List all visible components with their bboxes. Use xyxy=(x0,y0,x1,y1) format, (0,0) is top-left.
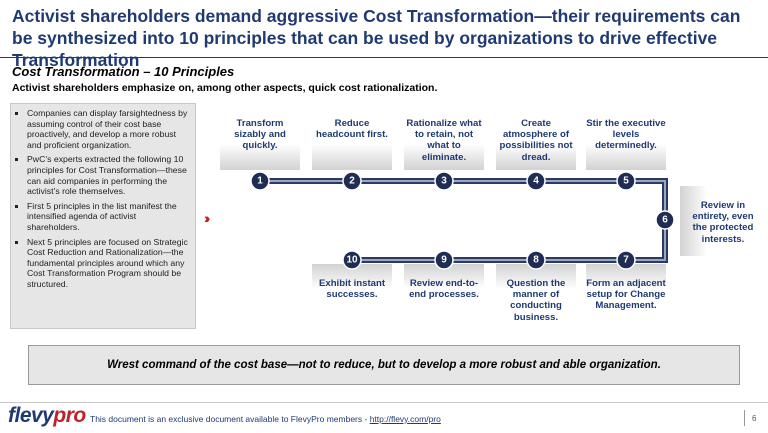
subtitle: Cost Transformation – 10 Principles xyxy=(12,64,235,79)
bullet-list: Companies can display farsightedness by … xyxy=(15,108,189,290)
logo-main: flevy xyxy=(8,404,54,427)
step-number: 9 xyxy=(441,255,447,266)
page-number: 6 xyxy=(752,414,757,423)
bullet: Companies can display farsightedness by … xyxy=(27,108,189,150)
principle-text: Review end-to-end processes. xyxy=(404,264,484,326)
bullet: Next 5 principles are focused on Strateg… xyxy=(27,237,189,290)
principle-text: Reduce headcount first. xyxy=(312,112,392,170)
principle-text: Create atmosphere of possibilities not d… xyxy=(496,112,576,170)
footer-note: This document is an exclusive document a… xyxy=(90,414,370,424)
slide-title: Activist shareholders demand aggressive … xyxy=(12,6,741,70)
step-circle xyxy=(616,171,636,191)
principle-text: Question the manner of conducting busine… xyxy=(496,264,576,326)
step-circle xyxy=(526,250,546,270)
step-circle xyxy=(342,250,362,270)
step-number: 4 xyxy=(533,176,539,187)
principle-text: Stir the executive levels determinedly. xyxy=(586,112,666,170)
logo: flevypro xyxy=(8,404,86,428)
footer-link[interactable]: http://flevy.com/pro xyxy=(369,414,441,424)
bullet: PwC’s experts extracted the following 10… xyxy=(27,154,189,196)
step-number: 8 xyxy=(533,255,539,266)
step-circle xyxy=(434,250,454,270)
footer-rule xyxy=(0,402,768,403)
flow-path xyxy=(260,178,668,263)
step-number: 10 xyxy=(346,255,358,266)
bullet-box: Companies can display farsightedness by … xyxy=(10,103,196,329)
step-circle xyxy=(655,210,675,230)
title-rule xyxy=(0,57,768,58)
step-number: 6 xyxy=(662,215,668,226)
step-circle xyxy=(342,171,362,191)
subheading: Activist shareholders emphasize on, amon… xyxy=(12,82,438,94)
principle-text: Exhibit instant successes. xyxy=(312,264,392,326)
step-circle xyxy=(616,250,636,270)
step-number: 3 xyxy=(441,176,447,187)
step-circle xyxy=(250,171,270,191)
step-circle xyxy=(434,171,454,191)
callout: Wrest command of the cost base—not to re… xyxy=(28,345,740,385)
principle-text: Transform sizably and quickly. xyxy=(220,112,300,170)
bullet: First 5 principles in the list manifest … xyxy=(27,201,189,233)
principle-text: Review in entirety, even the protected i… xyxy=(680,186,758,256)
principle-text: Rationalize what to retain, not what to … xyxy=(404,112,484,170)
flow-path-highlight xyxy=(260,180,666,261)
step-number: 7 xyxy=(623,255,629,266)
footer-text: This document is an exclusive document a… xyxy=(90,414,441,424)
step-number: 2 xyxy=(349,176,355,187)
logo-accent: pro xyxy=(53,404,86,427)
footer-separator xyxy=(744,410,745,426)
step-circle xyxy=(526,171,546,191)
principle-text: Form an adjacent setup for Change Manage… xyxy=(586,264,666,326)
step-number: 1 xyxy=(257,176,263,187)
step-number: 5 xyxy=(623,176,629,187)
